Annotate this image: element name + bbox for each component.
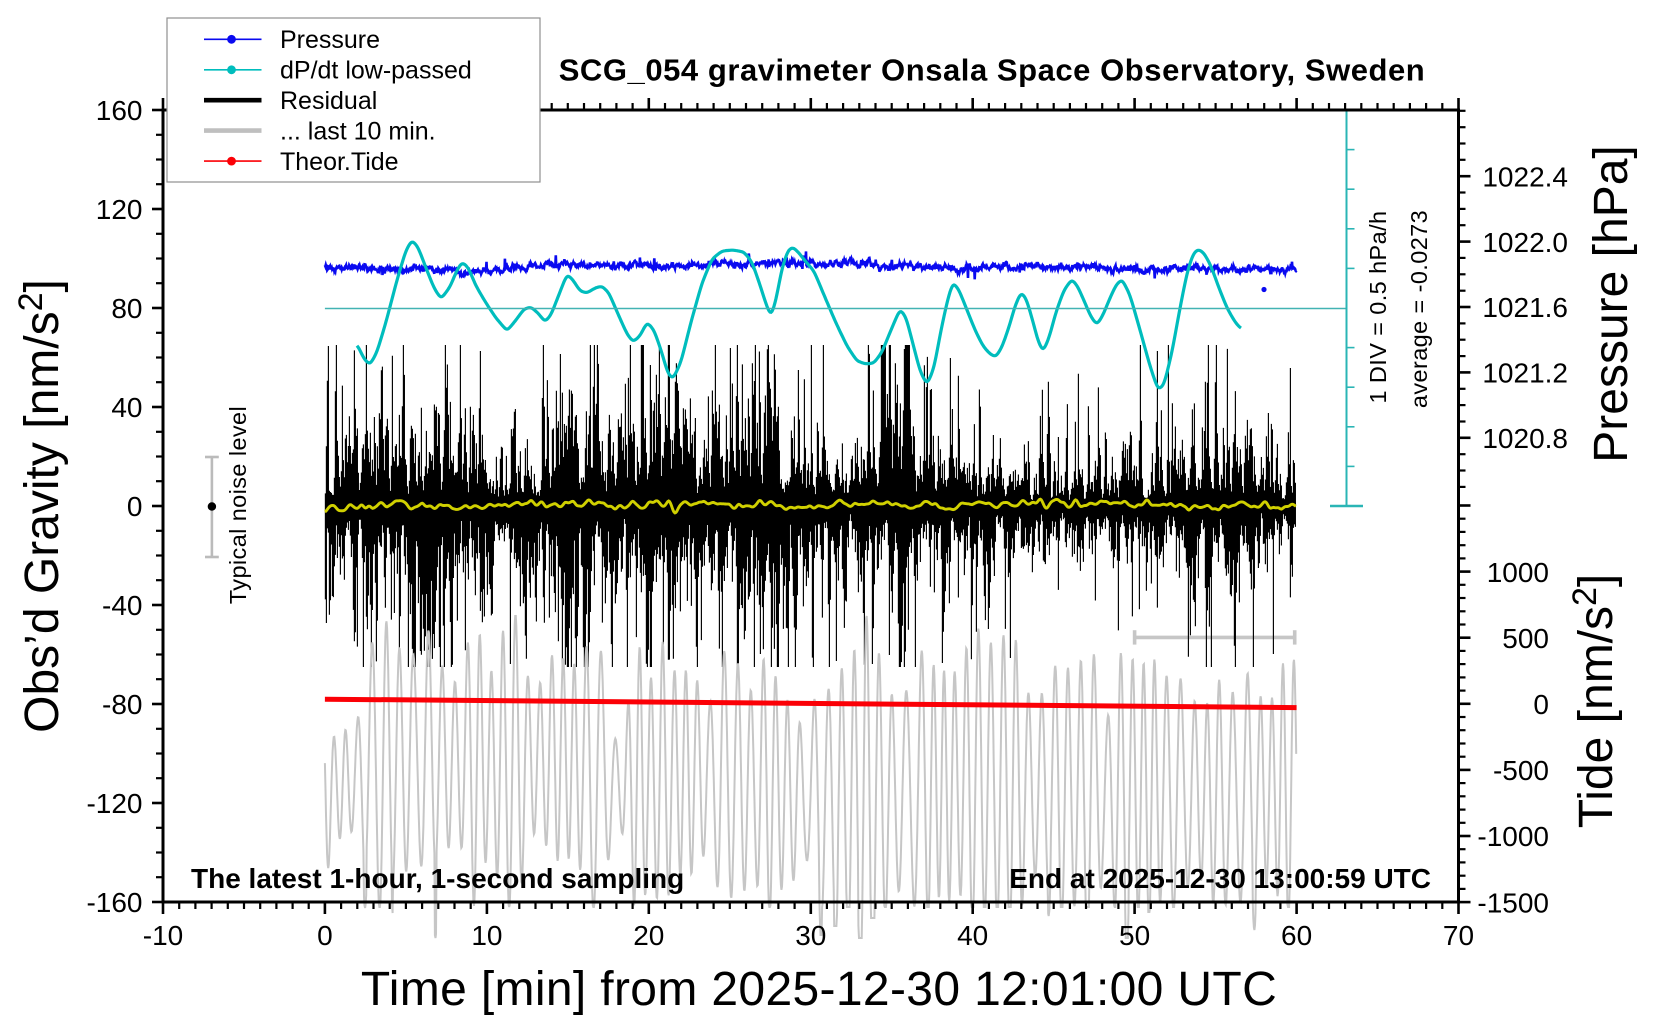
- svg-text:... last 10 min.: ... last 10 min.: [280, 117, 436, 145]
- svg-text:500: 500: [1502, 623, 1549, 654]
- svg-text:120: 120: [96, 194, 143, 225]
- svg-text:The latest 1-hour, 1-second sa: The latest 1-hour, 1-second sampling: [191, 863, 684, 894]
- svg-text:-1000: -1000: [1477, 821, 1549, 852]
- svg-text:1021.2: 1021.2: [1482, 358, 1568, 389]
- svg-text:Residual: Residual: [280, 87, 377, 115]
- svg-text:-500: -500: [1493, 755, 1549, 786]
- svg-text:160: 160: [96, 95, 143, 126]
- svg-text:dP/dt low-passed: dP/dt low-passed: [280, 57, 472, 85]
- svg-text:80: 80: [111, 293, 142, 324]
- svg-text:1022.0: 1022.0: [1482, 227, 1568, 258]
- svg-text:average = -0.0273: average = -0.0273: [1406, 210, 1432, 408]
- svg-text:Pressure [hPa]: Pressure [hPa]: [1585, 145, 1638, 462]
- svg-text:0: 0: [1533, 689, 1549, 720]
- svg-text:0: 0: [317, 920, 333, 951]
- svg-text:Pressure: Pressure: [280, 26, 380, 54]
- svg-text:40: 40: [111, 392, 142, 423]
- svg-text:Obs’d Gravity [nm/s2]: Obs’d Gravity [nm/s2]: [12, 279, 69, 733]
- svg-text:70: 70: [1443, 920, 1474, 951]
- svg-text:-160: -160: [86, 887, 142, 918]
- svg-text:20: 20: [633, 920, 664, 951]
- svg-text:0: 0: [127, 491, 143, 522]
- svg-text:Time [min] from 2025-12-30 12:: Time [min] from 2025-12-30 12:01:00 UTC: [361, 963, 1277, 1016]
- svg-text:40: 40: [957, 920, 988, 951]
- svg-text:-40: -40: [102, 590, 142, 621]
- svg-text:-1500: -1500: [1477, 887, 1549, 918]
- svg-text:Theor.Tide: Theor.Tide: [280, 148, 399, 176]
- svg-text:1000: 1000: [1487, 557, 1549, 588]
- svg-text:30: 30: [795, 920, 826, 951]
- svg-text:Tide [nm/s2]: Tide [nm/s2]: [1566, 574, 1623, 829]
- svg-text:10: 10: [471, 920, 502, 951]
- svg-text:-120: -120: [86, 788, 142, 819]
- svg-text:1 DIV = 0.5 hPa/h: 1 DIV = 0.5 hPa/h: [1365, 211, 1391, 404]
- svg-text:SCG_054 gravimeter Onsala Spac: SCG_054 gravimeter Onsala Space Observat…: [559, 53, 1426, 88]
- svg-text:End at 2025-12-30 13:00:59 UTC: End at 2025-12-30 13:00:59 UTC: [1009, 863, 1431, 894]
- svg-text:60: 60: [1281, 920, 1312, 951]
- svg-text:-10: -10: [143, 920, 183, 951]
- svg-text:1020.8: 1020.8: [1482, 423, 1568, 454]
- svg-text:-80: -80: [102, 689, 142, 720]
- svg-text:1022.4: 1022.4: [1482, 161, 1568, 192]
- svg-text:50: 50: [1119, 920, 1150, 951]
- svg-text:1021.6: 1021.6: [1482, 292, 1568, 323]
- svg-text:Typical noise level: Typical noise level: [225, 406, 251, 604]
